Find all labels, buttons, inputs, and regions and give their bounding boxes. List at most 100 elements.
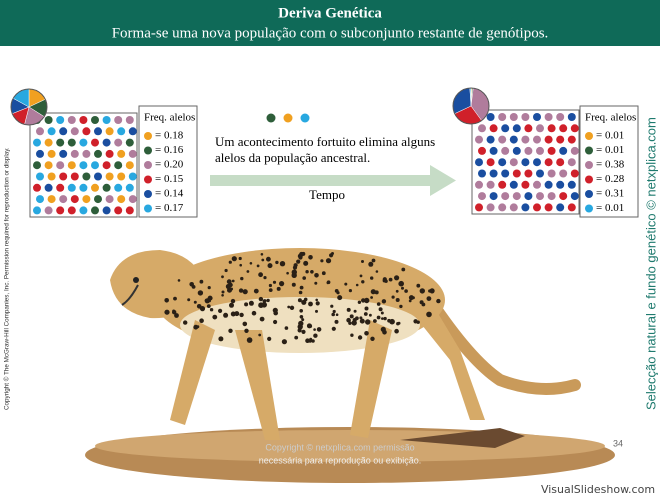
legend-swatch bbox=[144, 161, 152, 169]
legend-value: = 0.18 bbox=[155, 130, 184, 142]
page-number: 34 bbox=[613, 438, 623, 448]
allele-dot bbox=[82, 195, 91, 204]
allele-dot bbox=[91, 116, 99, 124]
allele-dot bbox=[33, 183, 41, 192]
allele-dot bbox=[570, 169, 579, 178]
allele-dot bbox=[67, 206, 76, 215]
allele-dot bbox=[47, 195, 56, 204]
allele-dot bbox=[547, 192, 556, 201]
allele-dot bbox=[36, 127, 44, 136]
allele-dot bbox=[489, 124, 498, 133]
allele-dot bbox=[70, 127, 79, 136]
cheetah-illustration bbox=[85, 248, 615, 483]
allele-dot bbox=[536, 169, 544, 178]
allele-dot bbox=[521, 180, 530, 189]
legend-value: = 0.17 bbox=[155, 202, 184, 214]
legend-title: Freq. alelos bbox=[144, 112, 195, 124]
allele-dot bbox=[533, 135, 541, 144]
site-name: VisualSlideshow.com bbox=[541, 483, 655, 496]
allele-dot bbox=[567, 203, 576, 212]
allele-dot bbox=[547, 146, 556, 155]
caption: alelos da população ancestral. bbox=[215, 150, 370, 165]
allele-dot bbox=[475, 180, 483, 189]
allele-dot bbox=[486, 180, 495, 189]
allele-dot bbox=[79, 161, 88, 170]
allele-dot bbox=[544, 203, 553, 212]
allele-dot bbox=[56, 183, 65, 192]
legend-swatch bbox=[144, 204, 152, 213]
legend-swatch bbox=[144, 132, 152, 140]
title: Deriva Genética bbox=[278, 5, 382, 21]
allele-dot bbox=[501, 146, 510, 155]
allele-dot bbox=[91, 161, 99, 170]
allele-dot bbox=[67, 183, 76, 192]
allele-dot bbox=[533, 180, 541, 189]
allele-dot bbox=[498, 180, 507, 189]
allele-dot bbox=[44, 161, 53, 170]
allele-dot bbox=[102, 138, 111, 147]
allele-dot bbox=[128, 127, 137, 136]
allele-dot bbox=[478, 124, 486, 133]
allele-dot bbox=[114, 183, 123, 192]
watermark: Copyright © netxplica.com permissão bbox=[265, 442, 414, 452]
allele-dot bbox=[559, 192, 568, 201]
allele-dot bbox=[67, 161, 76, 170]
copyright-vertical: Copyright © The McGraw-Hill Companies, I… bbox=[3, 147, 11, 410]
allele-dot bbox=[478, 146, 486, 155]
legend-value: = 0.01 bbox=[596, 202, 624, 214]
allele-dot bbox=[47, 127, 56, 136]
allele-dot bbox=[567, 113, 576, 121]
arrow-head bbox=[430, 165, 456, 196]
allele-dot bbox=[47, 172, 56, 181]
allele-dot bbox=[102, 206, 111, 215]
allele-dot bbox=[478, 169, 486, 178]
allele-dot bbox=[475, 158, 483, 167]
allele-dot bbox=[59, 195, 68, 204]
allele-dot bbox=[536, 192, 544, 201]
allele-dot bbox=[128, 149, 137, 158]
arrow bbox=[210, 175, 432, 186]
allele-dot bbox=[524, 146, 533, 155]
allele-dot bbox=[56, 138, 65, 147]
allele-dot bbox=[94, 195, 102, 204]
allele-dot bbox=[67, 138, 76, 147]
allele-dot bbox=[70, 149, 79, 158]
allele-dot bbox=[509, 203, 518, 212]
allele-dot bbox=[556, 135, 565, 144]
legend-value: = 0.28 bbox=[596, 173, 625, 185]
allele-dot bbox=[94, 127, 102, 136]
allele-dot bbox=[33, 161, 41, 170]
allele-dot bbox=[91, 183, 99, 192]
allele-dot bbox=[524, 192, 533, 201]
allele-dot bbox=[544, 135, 553, 144]
allele-dot bbox=[36, 195, 44, 204]
allele-dot bbox=[59, 172, 68, 181]
allele-dot bbox=[125, 138, 134, 147]
legend-swatch bbox=[585, 132, 593, 140]
allele-dot bbox=[521, 203, 530, 212]
legend-swatch bbox=[144, 175, 152, 184]
allele-dot bbox=[489, 192, 498, 201]
legend-swatch bbox=[144, 190, 152, 198]
watermark: necessária para reprodução ou exibição. bbox=[259, 455, 422, 465]
allele-dot bbox=[536, 146, 544, 155]
allele-dot bbox=[91, 206, 99, 215]
allele-dot bbox=[498, 158, 507, 167]
allele-dot bbox=[521, 158, 530, 167]
allele-dot bbox=[556, 180, 565, 189]
allele-dot bbox=[556, 203, 565, 212]
allele-dot bbox=[501, 169, 510, 178]
allele-dot bbox=[509, 158, 518, 167]
allele-dot bbox=[533, 113, 541, 121]
dot bbox=[266, 113, 276, 123]
legend-swatch bbox=[585, 161, 593, 169]
allele-dot bbox=[501, 124, 510, 133]
legend-value: = 0.38 bbox=[596, 159, 625, 171]
allele-dot bbox=[567, 158, 576, 167]
allele-dot bbox=[486, 113, 495, 121]
allele-dot bbox=[105, 172, 114, 181]
legend-value: = 0.14 bbox=[155, 188, 184, 200]
allele-dot bbox=[533, 203, 541, 212]
allele-dot bbox=[33, 138, 41, 147]
